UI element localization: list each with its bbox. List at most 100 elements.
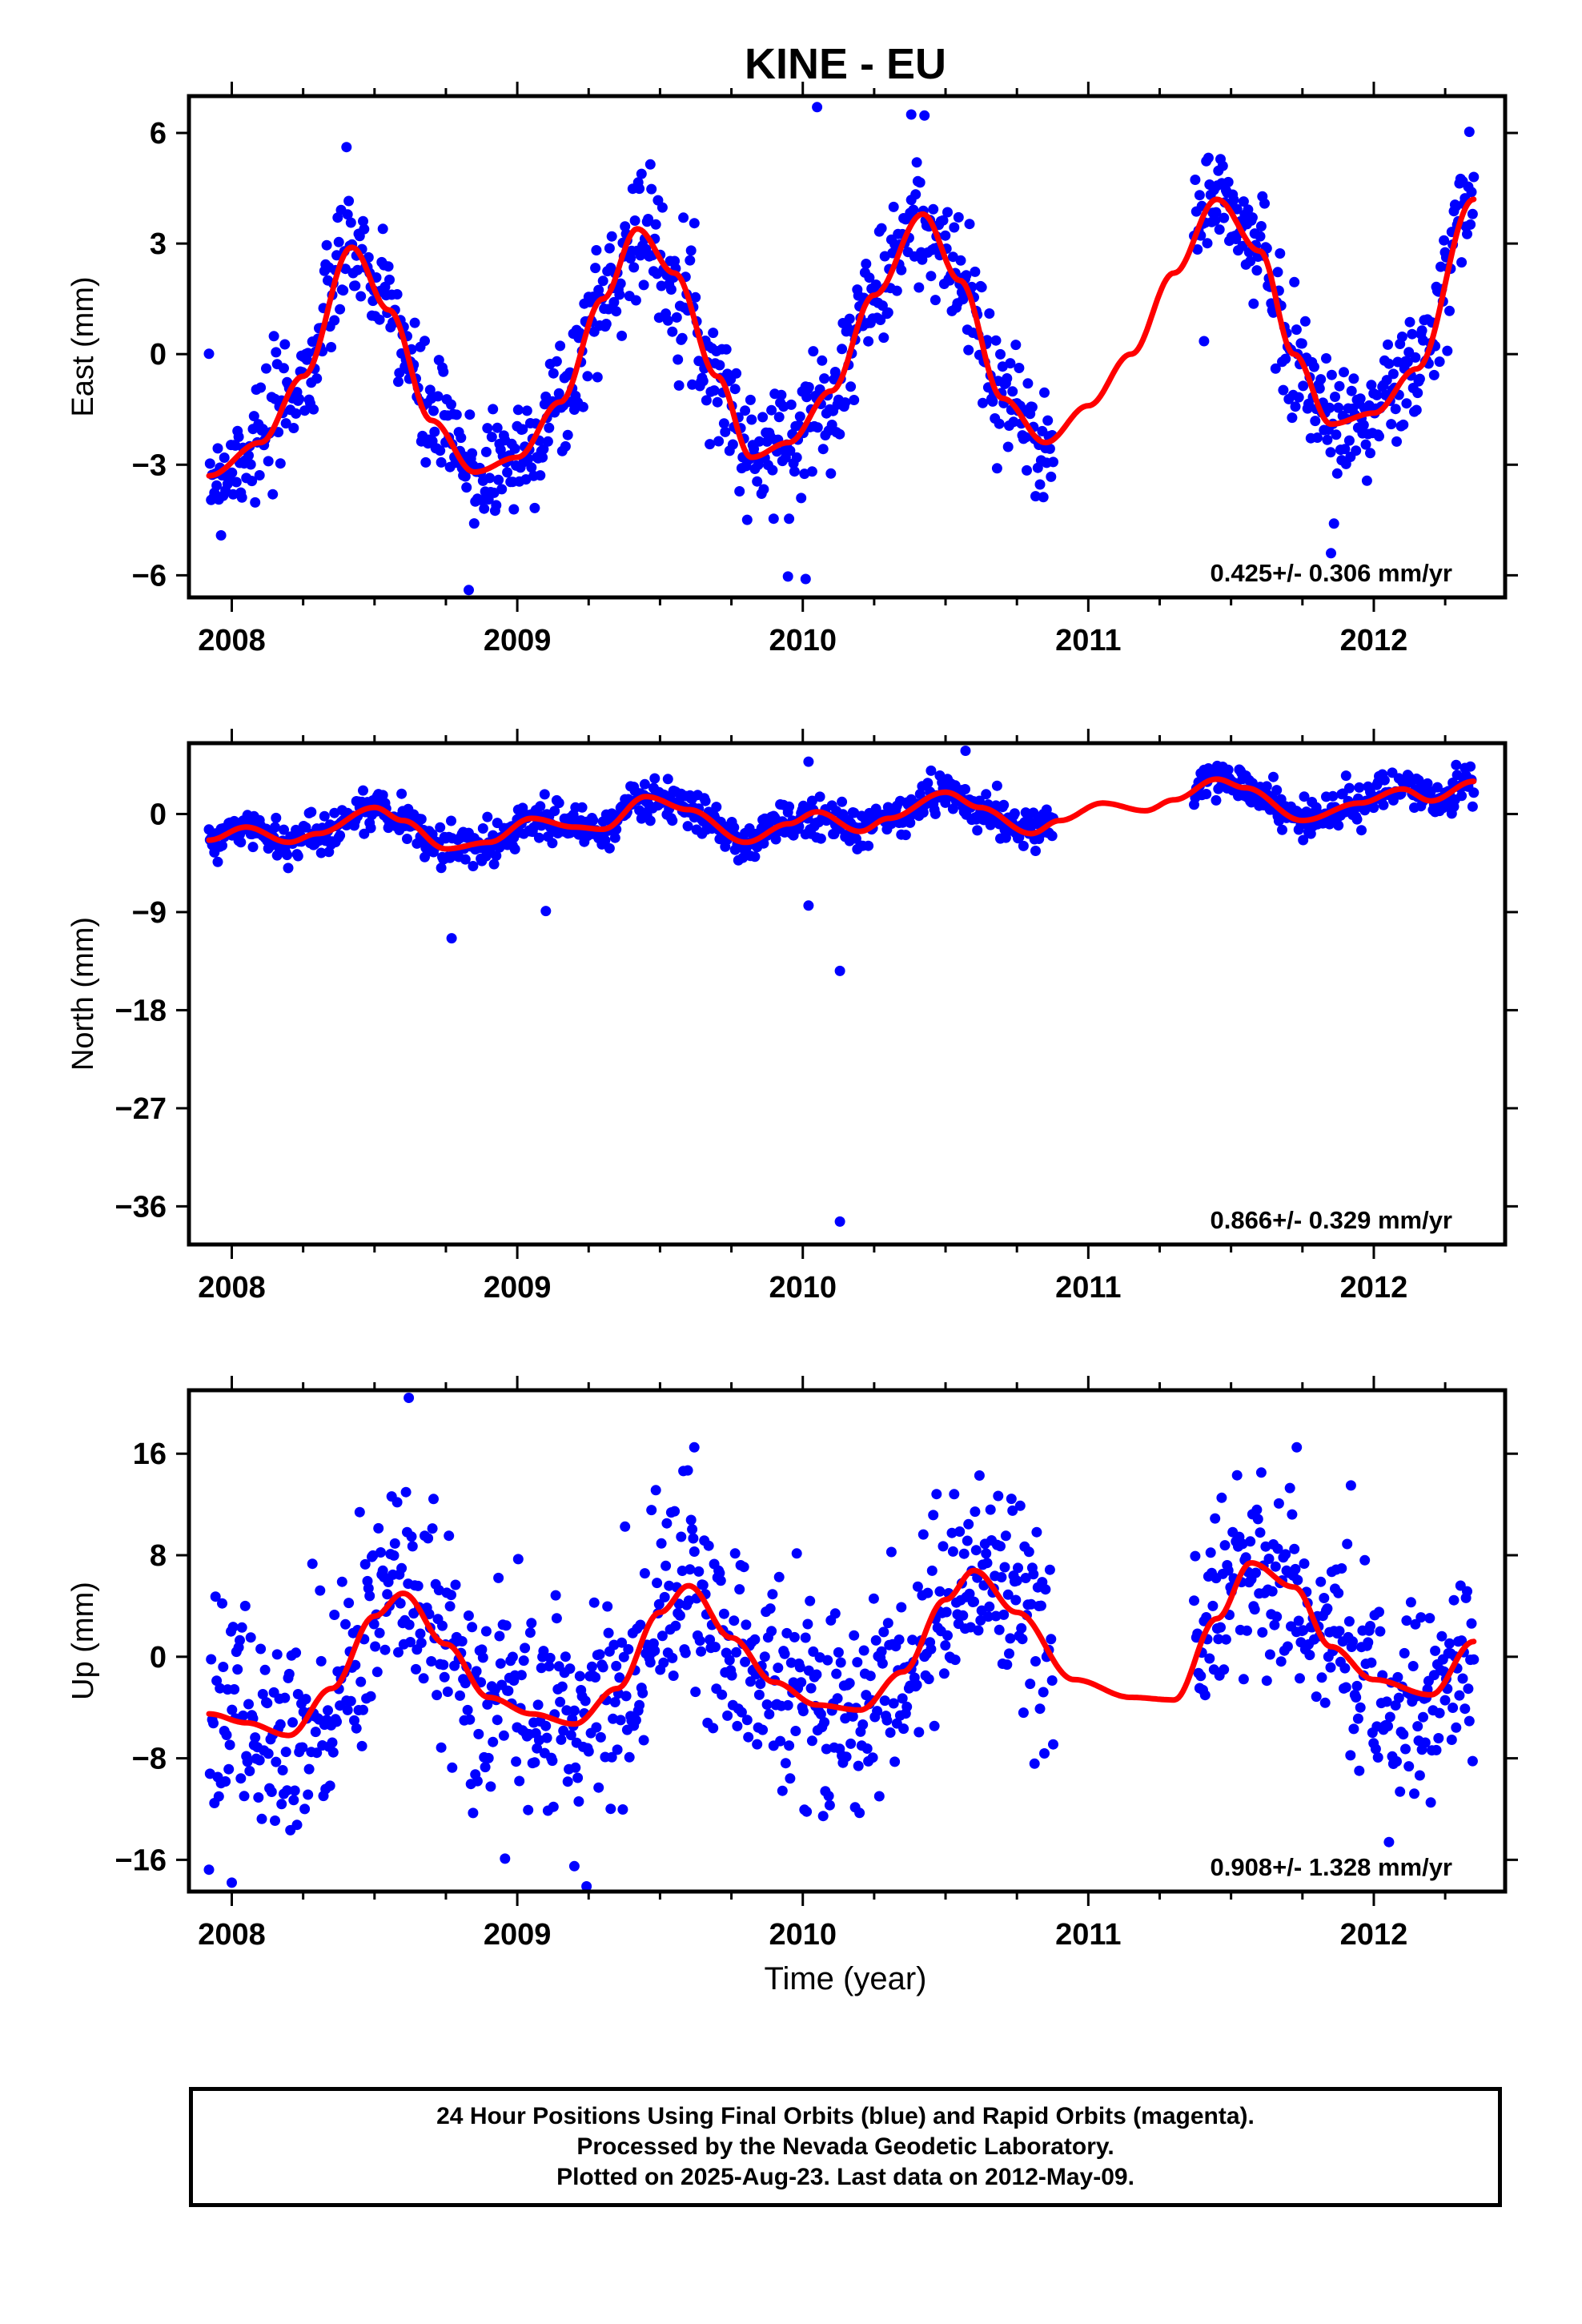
data-point (595, 1731, 606, 1743)
x-tick-label: 2008 (198, 1918, 266, 1952)
outlier-point (1345, 1480, 1356, 1491)
x-tick-label: 2010 (769, 1271, 837, 1305)
data-point (424, 384, 436, 396)
data-point (882, 1618, 893, 1629)
data-point (1410, 1618, 1421, 1630)
outlier-point (803, 756, 814, 767)
data-point (1290, 401, 1301, 412)
data-point (532, 1699, 544, 1711)
data-point (604, 243, 615, 254)
data-point (845, 381, 857, 392)
data-point (634, 1699, 645, 1711)
data-point (254, 470, 265, 480)
data-point (1322, 434, 1333, 445)
data-point (436, 456, 447, 468)
data-point (1291, 324, 1302, 336)
data-point (876, 223, 887, 234)
data-point (782, 1699, 793, 1711)
data-point (701, 395, 712, 406)
data-point (374, 314, 385, 325)
east-y-axis-label: East (mm) (66, 276, 100, 416)
data-point (1308, 361, 1319, 372)
caption-line-3: Plotted on 2025-Aug-23. Last data on 201… (556, 2164, 1134, 2190)
data-point (976, 1605, 987, 1616)
data-point (780, 1758, 791, 1769)
data-point (355, 1676, 367, 1687)
data-point (384, 274, 395, 285)
data-point (758, 838, 769, 849)
data-point (460, 1678, 471, 1689)
data-point (576, 802, 588, 813)
data-point (303, 1789, 314, 1800)
data-point (1451, 759, 1462, 770)
data-point (611, 1660, 622, 1671)
data-point (236, 492, 247, 503)
data-point (350, 1659, 361, 1671)
data-point (1381, 375, 1392, 386)
data-point (238, 1710, 249, 1721)
data-point (415, 1628, 426, 1639)
data-point (849, 395, 860, 405)
data-point (468, 518, 480, 529)
data-point (1462, 1586, 1472, 1597)
data-point (1431, 1744, 1442, 1755)
data-point (255, 1643, 267, 1655)
east-fit-curve (206, 196, 1477, 479)
data-point (982, 1558, 993, 1569)
x-tick-label: 2010 (769, 1918, 837, 1952)
data-point (556, 1734, 567, 1745)
data-point (709, 385, 720, 396)
data-point (963, 1518, 974, 1530)
data-point (808, 346, 819, 357)
data-point (1035, 1600, 1046, 1611)
data-point (628, 262, 640, 273)
data-point (498, 1730, 509, 1741)
data-point (1351, 814, 1363, 825)
data-point (840, 397, 851, 408)
data-point (963, 344, 974, 356)
data-point (1026, 1598, 1037, 1610)
data-point (1228, 195, 1239, 205)
data-point (1333, 1587, 1344, 1598)
data-point (467, 1622, 478, 1633)
data-point (824, 1799, 835, 1811)
y-tick-label: 3 (150, 227, 167, 261)
data-point (797, 1706, 809, 1717)
data-point (942, 207, 953, 218)
data-point (480, 1762, 491, 1773)
data-point (1006, 1494, 1017, 1505)
data-point (617, 1804, 628, 1815)
data-point (507, 1651, 518, 1663)
data-point (714, 1567, 725, 1578)
data-point (1312, 432, 1323, 443)
data-point (1029, 1758, 1040, 1769)
data-point (611, 306, 622, 317)
up-fit-curve (206, 1560, 1477, 1739)
data-point (1030, 491, 1041, 502)
data-point (343, 195, 355, 207)
data-point (444, 1601, 456, 1612)
data-point (1284, 1482, 1295, 1494)
data-point (1292, 1574, 1303, 1586)
data-point (456, 432, 467, 444)
data-point (477, 823, 488, 834)
data-point (964, 1588, 975, 1599)
data-point (219, 452, 230, 463)
data-point (292, 850, 303, 862)
data-point (1348, 1723, 1359, 1735)
data-point (1293, 392, 1304, 403)
data-point (791, 452, 802, 463)
data-point (768, 513, 779, 525)
data-point (881, 1715, 893, 1726)
data-point (1018, 840, 1029, 851)
data-point (577, 401, 588, 412)
data-point (1259, 198, 1270, 209)
data-point (806, 466, 817, 477)
data-point (544, 1652, 556, 1663)
data-point (261, 363, 271, 374)
data-point (1365, 448, 1375, 459)
data-point (288, 423, 299, 433)
data-point (1217, 160, 1228, 171)
data-point (411, 1663, 421, 1675)
data-point (764, 1709, 775, 1719)
